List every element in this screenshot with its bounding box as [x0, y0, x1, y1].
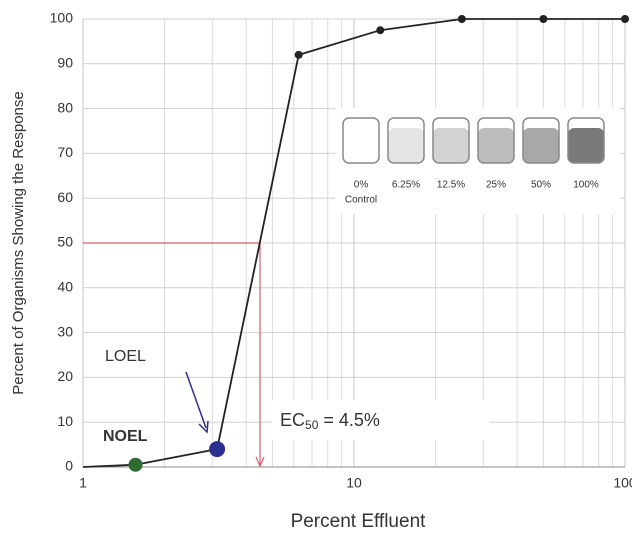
line	[82, 18, 625, 468]
ec50-label-part: = 4.5%	[318, 410, 380, 430]
inset: 0% 6.25% 12.5% 25% 50% 100% Control	[335, 108, 620, 214]
point	[376, 26, 385, 35]
ec50-box	[272, 400, 490, 440]
y-tick-label: 0	[65, 458, 73, 474]
y-axis-title: Percent of Organisms Showing the Respons…	[10, 91, 27, 395]
beaker	[342, 117, 380, 164]
inset-label: 12.5%	[437, 180, 465, 191]
plot: 0% 6.25% 12.5% 25% 50% 100% Control NOEL LOEL EC5…	[82, 15, 629, 472]
loel-arrow	[185, 371, 207, 429]
loel-point	[209, 441, 226, 458]
point	[457, 15, 466, 23]
beaker-liquid	[388, 128, 424, 163]
y-tick-label: 50	[57, 234, 73, 250]
reference-arrowhead	[255, 456, 265, 468]
inset-label: 100%	[573, 180, 599, 191]
x-tick-label: 1	[79, 475, 87, 491]
loel-label: LOEL	[105, 348, 146, 365]
y-tick-label: 20	[57, 368, 73, 384]
beaker-liquid	[478, 128, 514, 163]
y-tick-label: 90	[57, 55, 73, 71]
inset-label: 6.25%	[392, 180, 420, 191]
beaker	[522, 117, 560, 164]
beaker-liquid	[433, 128, 469, 163]
y-tick-label: 70	[57, 144, 73, 160]
inset-control-label: Control	[345, 195, 377, 206]
noel-point	[128, 457, 143, 472]
inset-label: 50%	[531, 180, 551, 191]
ec50-label-part: EC	[280, 410, 305, 430]
beaker	[567, 117, 605, 164]
ec50-label: EC50 = 4.5%	[280, 410, 380, 432]
beaker-liquid	[568, 128, 604, 163]
beaker	[432, 117, 470, 164]
y-tick-label: 10	[57, 413, 73, 429]
y-tick-label: 30	[57, 323, 73, 339]
beaker	[387, 117, 425, 164]
loel-arrowhead	[198, 420, 209, 434]
point	[294, 50, 303, 59]
y-tick-label: 80	[57, 99, 73, 115]
ec50-label-part: 50	[305, 418, 319, 432]
x-tick-label: 100	[613, 475, 632, 491]
inset-label: 0%	[354, 180, 369, 191]
noel-label: NOEL	[103, 428, 148, 445]
x-tick-label: 10	[346, 475, 362, 491]
beaker	[477, 117, 515, 164]
beaker-liquid	[343, 128, 379, 163]
point	[539, 15, 548, 23]
y-tick-label: 40	[57, 279, 73, 295]
beaker-liquid	[523, 128, 559, 163]
y-tick-label: 60	[57, 189, 73, 205]
inset-label: 25%	[486, 180, 506, 191]
y-tick-label: 100	[50, 10, 74, 26]
point	[621, 15, 629, 23]
x-axis-title: Percent Effluent	[291, 511, 427, 532]
